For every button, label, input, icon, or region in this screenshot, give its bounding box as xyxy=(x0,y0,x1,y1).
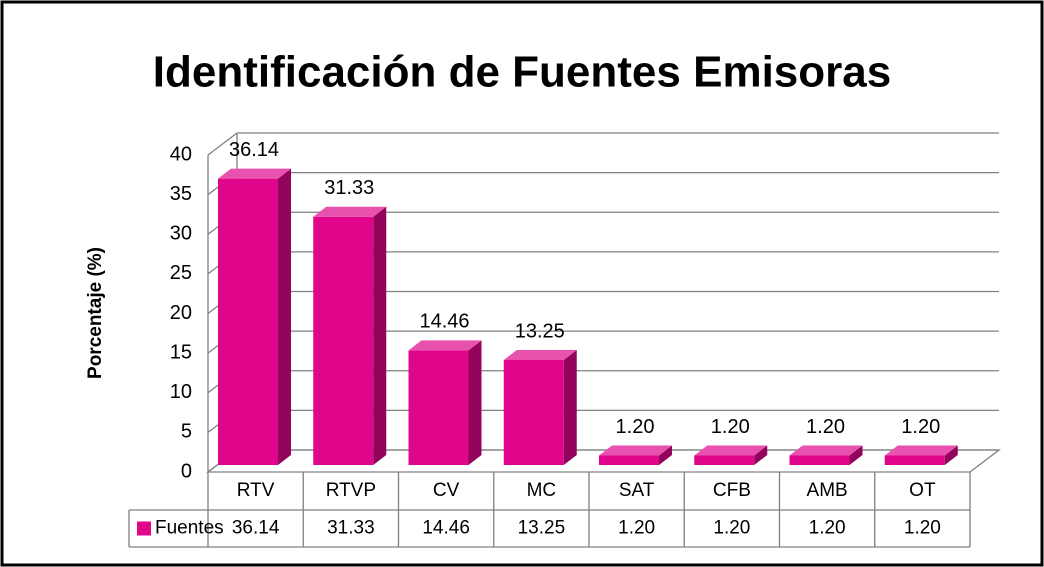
bar-side xyxy=(849,445,863,465)
bar-front xyxy=(218,178,278,465)
bar-top xyxy=(884,445,958,456)
bar xyxy=(884,445,958,465)
table-value: 1.20 xyxy=(618,518,655,539)
legend-label: Fuentes xyxy=(155,518,224,539)
y-tick-label: 25 xyxy=(170,262,192,284)
bar-top xyxy=(313,206,387,217)
bar-side xyxy=(754,445,768,465)
y-tick-label: 20 xyxy=(170,302,192,324)
y-axis-label: Porcentaje (%) xyxy=(85,247,106,379)
data-label: 31.33 xyxy=(324,177,374,199)
bar-front xyxy=(789,455,850,465)
table-value: 36.14 xyxy=(232,518,280,539)
bar-side xyxy=(373,206,387,465)
bar-top xyxy=(694,445,768,456)
bar-front xyxy=(313,216,374,465)
grid-line-side xyxy=(207,132,238,156)
bar-top xyxy=(503,349,577,360)
bar-side xyxy=(659,445,672,465)
bar xyxy=(313,206,387,465)
data-label: 36.14 xyxy=(229,139,279,161)
table-value: 1.20 xyxy=(904,518,941,539)
x-tick-label: RTVP xyxy=(326,480,376,501)
bar xyxy=(694,445,768,465)
bar xyxy=(789,445,863,465)
data-label: 1.20 xyxy=(711,416,750,438)
bar-top xyxy=(408,340,482,351)
table-value: 31.33 xyxy=(327,518,375,539)
bar xyxy=(599,445,672,465)
legend-key xyxy=(137,521,151,536)
data-label: 14.46 xyxy=(419,311,469,333)
bar-top xyxy=(218,168,291,179)
x-tick-label: AMB xyxy=(807,480,848,501)
y-tick-label: 35 xyxy=(170,183,192,205)
table-value: 1.20 xyxy=(809,518,846,539)
y-tick-label: 15 xyxy=(170,341,192,363)
y-tick-label: 30 xyxy=(170,223,192,245)
bar xyxy=(218,168,291,465)
data-label: 1.20 xyxy=(901,416,940,438)
bar-top xyxy=(789,445,863,456)
bar-side xyxy=(563,349,577,465)
y-tick-label: 5 xyxy=(181,421,192,443)
y-tick-label: 0 xyxy=(181,460,192,482)
x-tick-label: MC xyxy=(527,480,557,501)
bar-front xyxy=(694,455,755,465)
data-label: 13.25 xyxy=(515,320,565,342)
x-tick-label: CV xyxy=(433,480,460,501)
bar-top xyxy=(599,445,672,456)
x-tick-label: OT xyxy=(909,480,936,501)
bar xyxy=(408,340,482,465)
bar-front xyxy=(408,350,469,465)
x-tick-label: SAT xyxy=(619,480,655,501)
data-label: 1.20 xyxy=(616,416,655,438)
bar-front xyxy=(503,359,564,465)
bar-side xyxy=(278,168,291,465)
bar-side xyxy=(944,445,958,465)
y-tick-label: 40 xyxy=(170,143,192,165)
bar xyxy=(503,349,577,465)
table-value: 1.20 xyxy=(713,518,750,539)
x-tick-label: RTV xyxy=(237,480,275,501)
y-tick-label: 10 xyxy=(170,381,192,403)
x-tick-label: CFB xyxy=(713,480,751,501)
bar-front xyxy=(599,455,659,465)
bar-front xyxy=(884,455,945,465)
chart-title: Identificación de Fuentes Emisoras xyxy=(153,48,891,97)
table-value: 14.46 xyxy=(422,518,470,539)
data-label: 1.20 xyxy=(806,416,845,438)
table-value: 13.25 xyxy=(518,518,566,539)
bar-side xyxy=(468,340,482,465)
